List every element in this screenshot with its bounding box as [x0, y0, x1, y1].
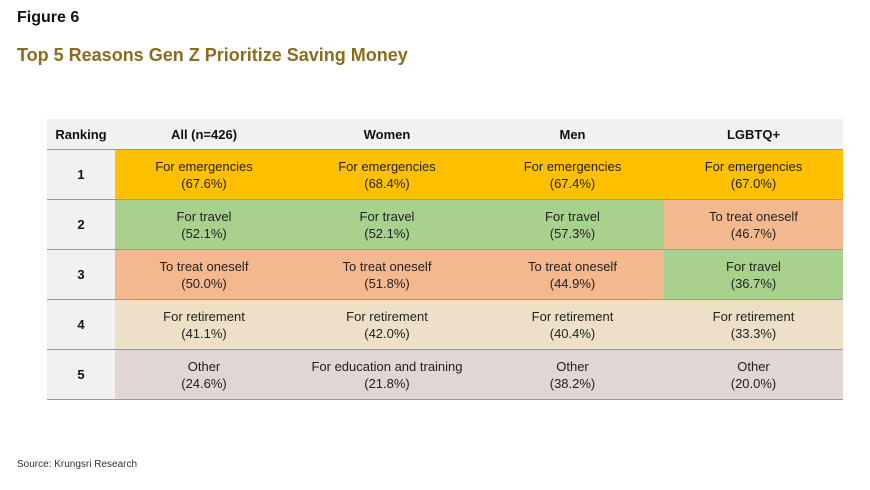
- reason-percentage: (52.1%): [181, 225, 227, 241]
- reason-cell-men: To treat oneself (44.9%): [481, 249, 664, 300]
- reason-label: For retirement: [163, 308, 245, 324]
- reason-percentage: (20.0%): [730, 375, 777, 391]
- reason-label: To treat oneself: [709, 208, 798, 224]
- reason-label: To treat oneself: [528, 258, 617, 274]
- reason-label: For emergencies: [704, 158, 803, 174]
- table-body: 1 For emergencies (67.6%) For emergencies (6…: [47, 149, 843, 400]
- reason-label: For emergencies: [338, 158, 436, 174]
- header-men: Men: [481, 119, 664, 150]
- table-row: 4 For retirement (41.1%) For retirement (42.…: [47, 299, 843, 350]
- reason-cell-women: For retirement (42.0%): [293, 299, 481, 350]
- reason-cell-lgbtq: For travel (36.7%): [664, 249, 843, 300]
- reason-cell-women: For emergencies (68.4%): [293, 149, 481, 200]
- figure-title: Top 5 Reasons Gen Z Prioritize Saving Mo…: [17, 45, 408, 65]
- rank-cell: 5: [47, 349, 115, 400]
- reason-label: Other: [187, 358, 221, 374]
- reason-label: For travel: [359, 208, 415, 224]
- reason-cell-women: For education and training (21.8%): [293, 349, 481, 400]
- reason-percentage: (68.4%): [364, 175, 410, 191]
- reason-cell-all: To treat oneself (50.0%): [115, 249, 293, 300]
- reason-cell-men: For retirement (40.4%): [481, 299, 664, 350]
- header-row: Ranking All (n=426) Women Men LGBTQ+: [47, 119, 843, 150]
- figure-label: Figure 6: [17, 9, 80, 26]
- reason-cell-lgbtq: For retirement (33.3%): [664, 299, 843, 350]
- reason-percentage: (36.7%): [730, 275, 777, 291]
- reason-label: For emergencies: [523, 158, 622, 174]
- reason-percentage: (52.1%): [364, 225, 410, 241]
- table-row: 3 To treat oneself (50.0%) To treat oneself…: [47, 249, 843, 300]
- reason-percentage: (44.9%): [549, 275, 596, 291]
- reason-percentage: (40.4%): [549, 325, 596, 341]
- header-ranking: Ranking: [47, 119, 115, 150]
- reason-label: For emergencies: [155, 158, 253, 174]
- reason-label: For retirement: [712, 308, 795, 324]
- reason-percentage: (24.6%): [181, 375, 227, 391]
- reason-percentage: (51.8%): [364, 275, 410, 291]
- reason-percentage: (21.8%): [364, 375, 410, 391]
- reason-percentage: (67.4%): [549, 175, 596, 191]
- header-all: All (n=426): [115, 119, 293, 150]
- reason-percentage: (57.3%): [549, 225, 596, 241]
- reason-percentage: (42.0%): [364, 325, 410, 341]
- reason-cell-lgbtq: For emergencies (67.0%): [664, 149, 843, 200]
- reason-label: For retirement: [346, 308, 428, 324]
- reason-label: For travel: [726, 258, 781, 274]
- reason-cell-all: For emergencies (67.6%): [115, 149, 293, 200]
- reason-label: To treat oneself: [342, 258, 432, 274]
- rank-cell: 4: [47, 299, 115, 350]
- reason-label: For travel: [176, 208, 232, 224]
- reason-label: Other: [556, 358, 589, 374]
- reason-percentage: (46.7%): [730, 225, 777, 241]
- header-lgbtq: LGBTQ+: [664, 119, 843, 150]
- reason-cell-women: For travel (52.1%): [293, 199, 481, 250]
- reason-percentage: (33.3%): [730, 325, 777, 341]
- table-row: 5 Other (24.6%) For education and training(…: [47, 349, 843, 400]
- reason-cell-all: For travel (52.1%): [115, 199, 293, 250]
- reason-label: Other: [737, 358, 770, 374]
- reason-percentage: (41.1%): [181, 325, 227, 341]
- reason-cell-all: Other (24.6%): [115, 349, 293, 400]
- reason-cell-lgbtq: Other (20.0%): [664, 349, 843, 400]
- rank-cell: 3: [47, 249, 115, 300]
- reason-percentage: (50.0%): [181, 275, 227, 291]
- reason-cell-lgbtq: To treat oneself (46.7%): [664, 199, 843, 250]
- reason-cell-all: For retirement (41.1%): [115, 299, 293, 350]
- reason-cell-men: For travel (57.3%): [481, 199, 664, 250]
- reason-label: To treat oneself: [159, 258, 249, 274]
- table-header: Ranking All (n=426) Women Men LGBTQ+: [47, 119, 843, 150]
- reason-percentage: (38.2%): [549, 375, 596, 391]
- rank-cell: 2: [47, 199, 115, 250]
- reason-percentage: (67.6%): [181, 175, 227, 191]
- rank-cell: 1: [47, 149, 115, 200]
- reason-cell-women: To treat oneself (51.8%): [293, 249, 481, 300]
- source-note: Source: Krungsri Research: [17, 459, 138, 470]
- table-row: 1 For emergencies (67.6%) For emergencies (6…: [47, 149, 843, 200]
- header-women: Women: [293, 119, 481, 150]
- table-row: 2 For travel (52.1%) For travel (52.1%) For t…: [47, 199, 843, 250]
- reason-label: For education and training: [311, 358, 463, 374]
- reason-label: For travel: [545, 208, 600, 224]
- reason-cell-men: Other (38.2%): [481, 349, 664, 400]
- reason-cell-men: For emergencies (67.4%): [481, 149, 664, 200]
- reasons-table: Ranking All (n=426) Women Men LGBTQ+ 1 Fo…: [47, 119, 843, 400]
- reason-percentage: (67.0%): [730, 175, 777, 191]
- reason-label: For retirement: [531, 308, 614, 324]
